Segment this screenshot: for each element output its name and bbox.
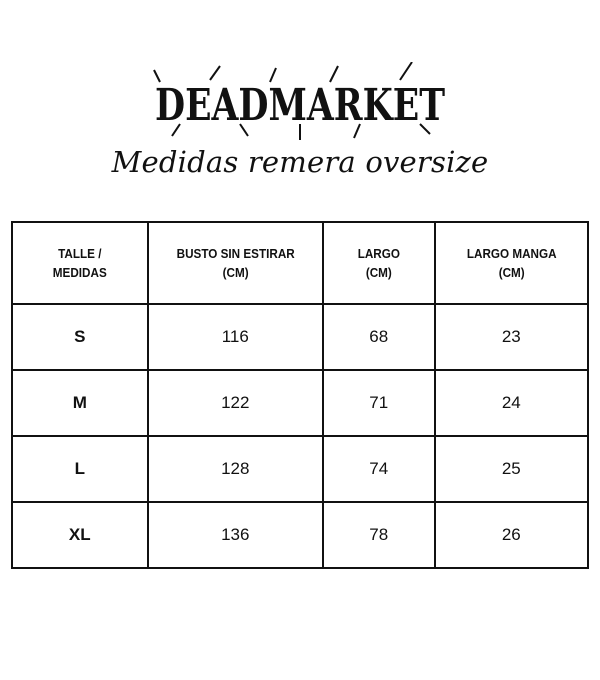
- busto-cell: 136: [146, 501, 324, 569]
- header-line: MEDIDAS: [52, 265, 107, 280]
- size-cell: S: [11, 303, 149, 371]
- logo-text: DEADMARKET: [155, 80, 445, 131]
- largo-manga-cell: 26: [433, 501, 590, 569]
- header-line: TALLE /: [58, 246, 102, 261]
- table-header-row: TALLE / MEDIDAS BUSTO SIN ESTIRAR (CM) LAR…: [12, 221, 588, 305]
- largo-manga-cell: 23: [433, 303, 590, 371]
- largo-manga-cell: 24: [433, 369, 590, 437]
- busto-cell: 128: [146, 435, 324, 503]
- largo-manga-cell: 25: [433, 435, 590, 503]
- table-row: L 128 74 25: [11, 435, 590, 503]
- header-talle: TALLE / MEDIDAS: [17, 221, 142, 305]
- header-line: (CM): [365, 265, 392, 280]
- busto-cell: 122: [146, 369, 324, 437]
- header-line: LARGO: [357, 246, 400, 261]
- header-largo-manga: LARGO MANGA (CM): [441, 221, 582, 305]
- size-chart-table: TALLE / MEDIDAS BUSTO SIN ESTIRAR (CM) LAR…: [11, 221, 590, 569]
- header-largo: LARGO (CM): [327, 221, 430, 305]
- largo-cell: 68: [321, 303, 436, 371]
- size-cell: XL: [11, 501, 149, 569]
- largo-cell: 71: [321, 369, 436, 437]
- table-row: S 116 68 23: [11, 303, 590, 371]
- header-line: BUSTO SIN ESTIRAR: [176, 246, 295, 261]
- largo-cell: 78: [321, 501, 436, 569]
- size-cell: M: [11, 369, 149, 437]
- header-line: (CM): [498, 265, 525, 280]
- header-line: (CM): [222, 265, 249, 280]
- header-line: LARGO MANGA: [466, 246, 557, 261]
- busto-cell: 116: [146, 303, 324, 371]
- largo-cell: 74: [321, 435, 436, 503]
- header-busto: BUSTO SIN ESTIRAR (CM): [155, 221, 316, 305]
- table-row: M 122 71 24: [11, 369, 590, 437]
- page-title: Medidas remera oversize: [111, 145, 489, 179]
- size-cell: L: [11, 435, 149, 503]
- deadmarket-logo: DEADMARKET: [150, 61, 450, 142]
- table-row: XL 136 78 26: [11, 501, 590, 569]
